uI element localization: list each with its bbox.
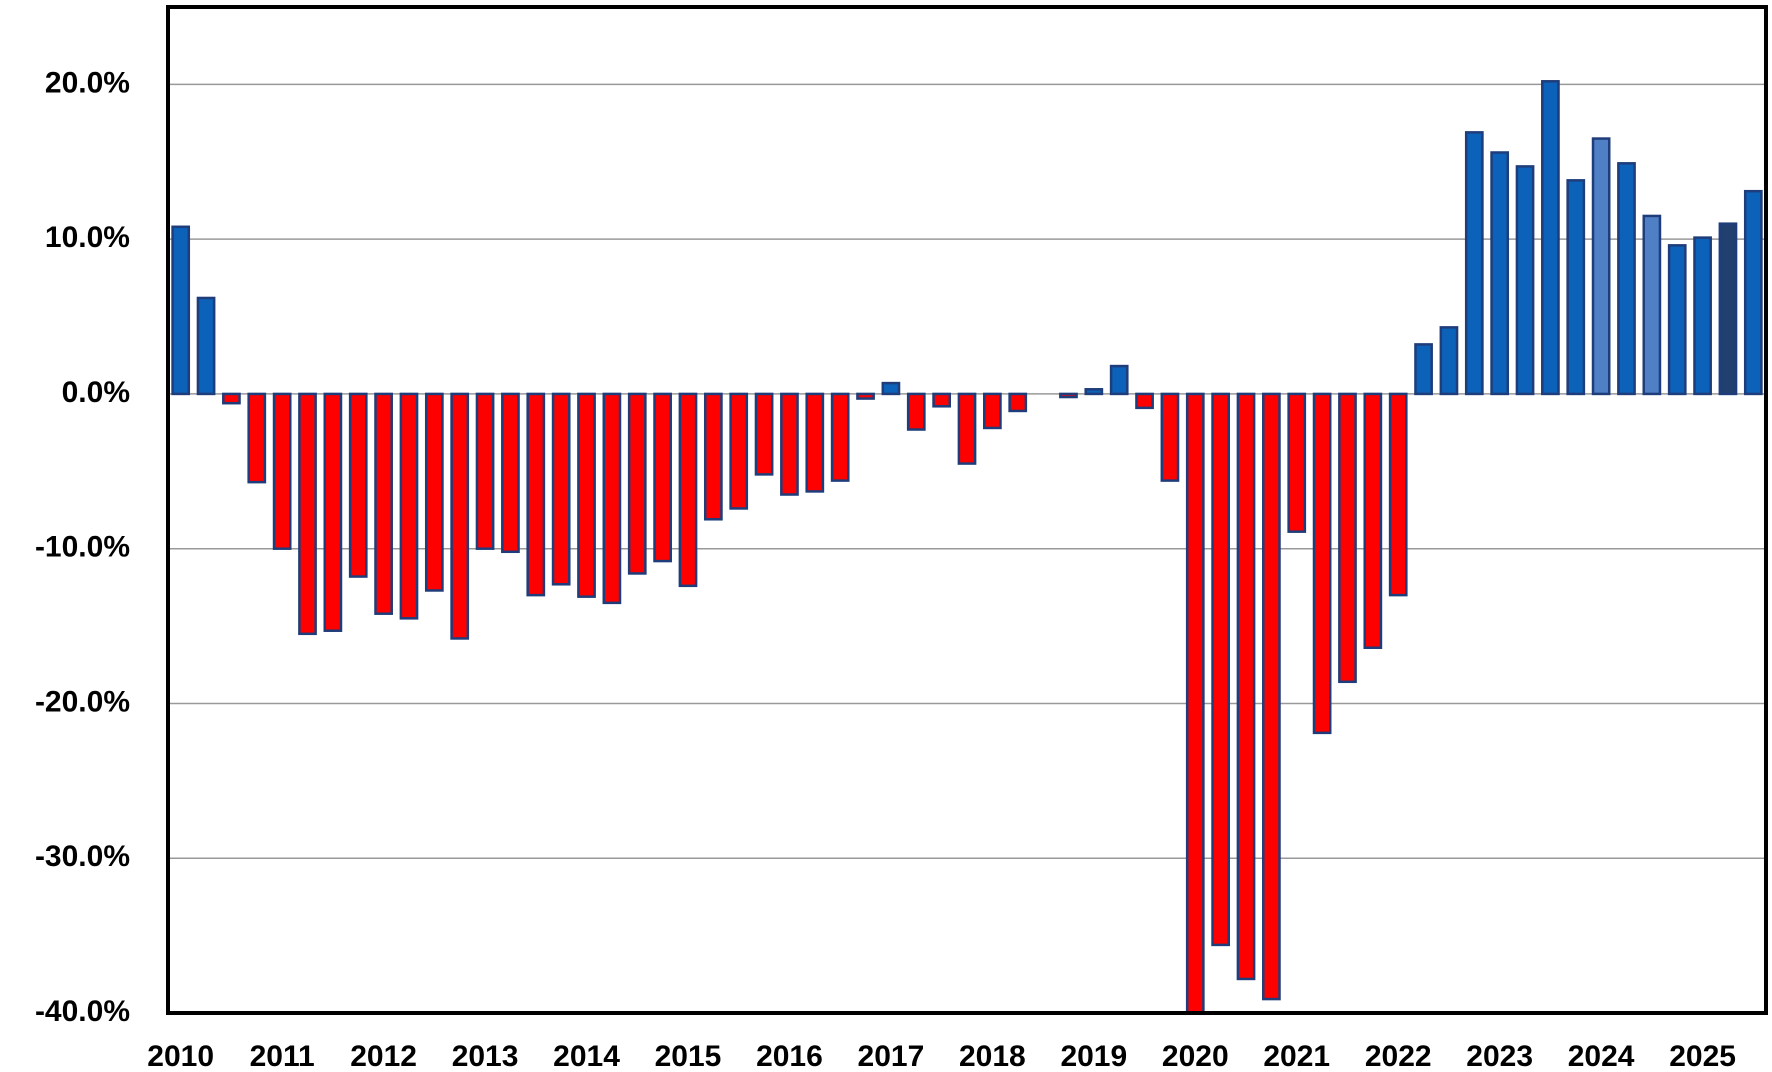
x-tick-label: 2018 (959, 1040, 1026, 1072)
bar (1566, 179, 1586, 396)
bar (1211, 392, 1231, 947)
bar (1439, 326, 1459, 396)
bar (1059, 392, 1078, 399)
x-tick-label: 2020 (1162, 1040, 1229, 1072)
bar (450, 392, 470, 640)
bar (1617, 162, 1636, 396)
x-tick-label: 2019 (1060, 1040, 1127, 1072)
bar (1591, 137, 1611, 396)
bar (856, 392, 875, 400)
bar (1287, 392, 1307, 533)
bar (1718, 222, 1738, 396)
bar (1262, 392, 1281, 1001)
x-tick-label: 2013 (452, 1040, 519, 1072)
y-tick-label: -30.0% (35, 840, 130, 873)
bar (171, 225, 191, 396)
bar (1109, 364, 1129, 396)
bar (298, 392, 317, 636)
y-tick-label: -20.0% (35, 685, 130, 718)
y-tick-label: -10.0% (35, 531, 130, 564)
bar (1464, 131, 1484, 396)
bar (1667, 244, 1687, 396)
bar (1160, 392, 1180, 482)
bar (577, 392, 596, 598)
bar (348, 392, 368, 578)
bar (1490, 151, 1510, 396)
bar (1135, 392, 1154, 410)
bar (424, 392, 444, 592)
bar (1414, 343, 1433, 396)
bar (1388, 392, 1408, 597)
bar (374, 392, 393, 615)
bar (932, 392, 952, 408)
bar (1008, 392, 1028, 413)
bar (805, 392, 825, 493)
bar (222, 392, 241, 405)
bar (551, 392, 571, 586)
bar (957, 392, 977, 465)
bar (399, 392, 419, 620)
x-tick-label: 2022 (1365, 1040, 1432, 1072)
bar (323, 392, 343, 632)
bar (247, 392, 267, 484)
bar (906, 392, 926, 431)
y-tick-label: 20.0% (45, 66, 130, 99)
bar (754, 392, 774, 476)
bar (1743, 189, 1763, 396)
x-tick-label: 2021 (1263, 1040, 1330, 1072)
bar (602, 392, 622, 605)
bar (1541, 80, 1560, 396)
bar (830, 392, 850, 482)
bar (501, 392, 520, 554)
bar (1084, 388, 1104, 396)
x-tick-label: 2010 (147, 1040, 214, 1072)
bar (1185, 392, 1205, 1015)
bar (1236, 392, 1256, 981)
y-tick-label: 0.0% (62, 376, 130, 409)
x-tick-label: 2023 (1466, 1040, 1533, 1072)
bar (526, 392, 546, 597)
x-tick-label: 2011 (250, 1040, 315, 1072)
bar (881, 381, 901, 396)
bar (1312, 392, 1332, 735)
bar (729, 392, 749, 510)
x-tick-label: 2017 (858, 1040, 925, 1072)
y-tick-label: 10.0% (45, 221, 130, 254)
bar (272, 392, 292, 550)
x-tick-label: 2024 (1568, 1040, 1635, 1072)
bar (1642, 214, 1662, 396)
bar (627, 392, 647, 575)
bar (475, 392, 495, 550)
x-tick-label: 2016 (756, 1040, 823, 1072)
bar (1515, 165, 1535, 396)
x-tick-label: 2015 (655, 1040, 722, 1072)
y-tick-label: -40.0% (35, 995, 130, 1028)
bar (780, 392, 799, 496)
bar (1693, 236, 1712, 396)
x-tick-label: 2025 (1669, 1040, 1736, 1072)
x-tick-label: 2014 (553, 1040, 620, 1072)
bar (1338, 392, 1357, 684)
bar (982, 392, 1002, 430)
bar (1363, 392, 1383, 649)
plot-frame (166, 5, 1768, 1015)
bar (703, 392, 723, 521)
bar (678, 392, 698, 588)
bar (653, 392, 672, 563)
bar (196, 296, 216, 396)
x-tick-label: 2012 (350, 1040, 417, 1072)
